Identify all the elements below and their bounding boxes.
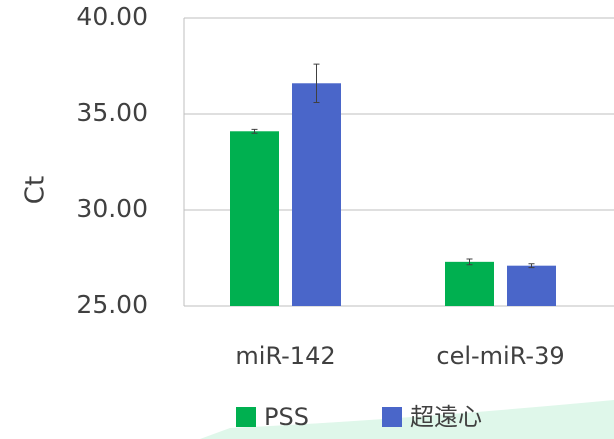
y-axis-label: Ct: [21, 176, 51, 204]
legend-label: PSS: [264, 403, 309, 431]
error-bar: [313, 63, 320, 103]
error-bar: [528, 263, 535, 269]
legend-swatch: [382, 407, 402, 427]
bar: [445, 261, 494, 306]
error-bar: [251, 128, 258, 134]
legend-swatch: [236, 407, 256, 427]
bar: [230, 131, 279, 306]
bar: [292, 83, 341, 306]
y-tick-label: 25.00: [76, 290, 148, 319]
legend-label: 超遠心: [410, 403, 482, 431]
x-tick-label: cel-miR-39: [436, 342, 564, 370]
x-tick-label: miR-142: [235, 342, 335, 370]
y-tick-label: 30.00: [76, 194, 148, 223]
error-bar: [466, 258, 473, 266]
y-tick-label: 40.00: [76, 2, 148, 31]
decoration: [200, 400, 614, 439]
y-tick-label: 35.00: [76, 98, 148, 127]
bar: [507, 265, 556, 306]
